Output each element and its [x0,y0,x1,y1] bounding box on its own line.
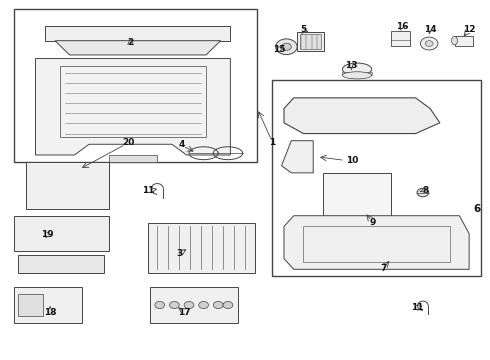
Circle shape [199,301,208,309]
Text: 13: 13 [345,61,358,70]
Polygon shape [284,98,440,134]
Text: 6: 6 [474,203,481,213]
Text: 16: 16 [396,22,409,31]
Bar [455,36,473,46]
Text: 9: 9 [369,218,376,227]
Bar [300,34,321,49]
Text: 8: 8 [422,185,428,194]
Circle shape [170,301,179,309]
Bar [297,32,324,51]
Polygon shape [109,155,157,162]
Bar [391,31,410,46]
Text: 11: 11 [411,303,423,312]
Circle shape [184,301,194,309]
Text: 4: 4 [178,140,185,149]
Polygon shape [284,216,469,269]
Text: 5: 5 [300,26,307,35]
Text: 10: 10 [346,156,358,165]
Bar [343,72,372,75]
Bar [14,287,82,323]
Bar [19,294,43,316]
Text: 2: 2 [127,38,134,47]
Polygon shape [19,255,104,273]
Polygon shape [323,173,391,216]
Text: 19: 19 [41,230,54,239]
Ellipse shape [343,63,372,76]
Text: 14: 14 [424,25,437,34]
Polygon shape [35,59,230,155]
Bar [303,226,450,262]
Text: 11: 11 [142,185,155,194]
Text: 20: 20 [122,138,134,147]
Bar [272,80,481,276]
Ellipse shape [452,36,458,45]
Circle shape [276,39,297,55]
Text: 7: 7 [381,264,387,273]
Polygon shape [55,41,220,55]
Ellipse shape [343,72,372,79]
Circle shape [425,41,433,46]
Polygon shape [14,216,109,251]
Polygon shape [282,141,313,173]
Circle shape [213,301,223,309]
Text: 17: 17 [178,308,191,317]
Bar [14,9,257,162]
Polygon shape [26,162,109,208]
Text: 3: 3 [176,249,182,258]
Text: 12: 12 [463,26,475,35]
Circle shape [223,301,233,309]
Circle shape [417,188,429,197]
Circle shape [420,37,438,50]
Bar [150,287,238,323]
Polygon shape [45,26,230,41]
Text: 15: 15 [273,45,285,54]
Circle shape [155,301,165,309]
Text: 1: 1 [269,138,275,147]
Bar [147,223,255,273]
Circle shape [282,43,291,50]
Text: 18: 18 [44,308,56,317]
